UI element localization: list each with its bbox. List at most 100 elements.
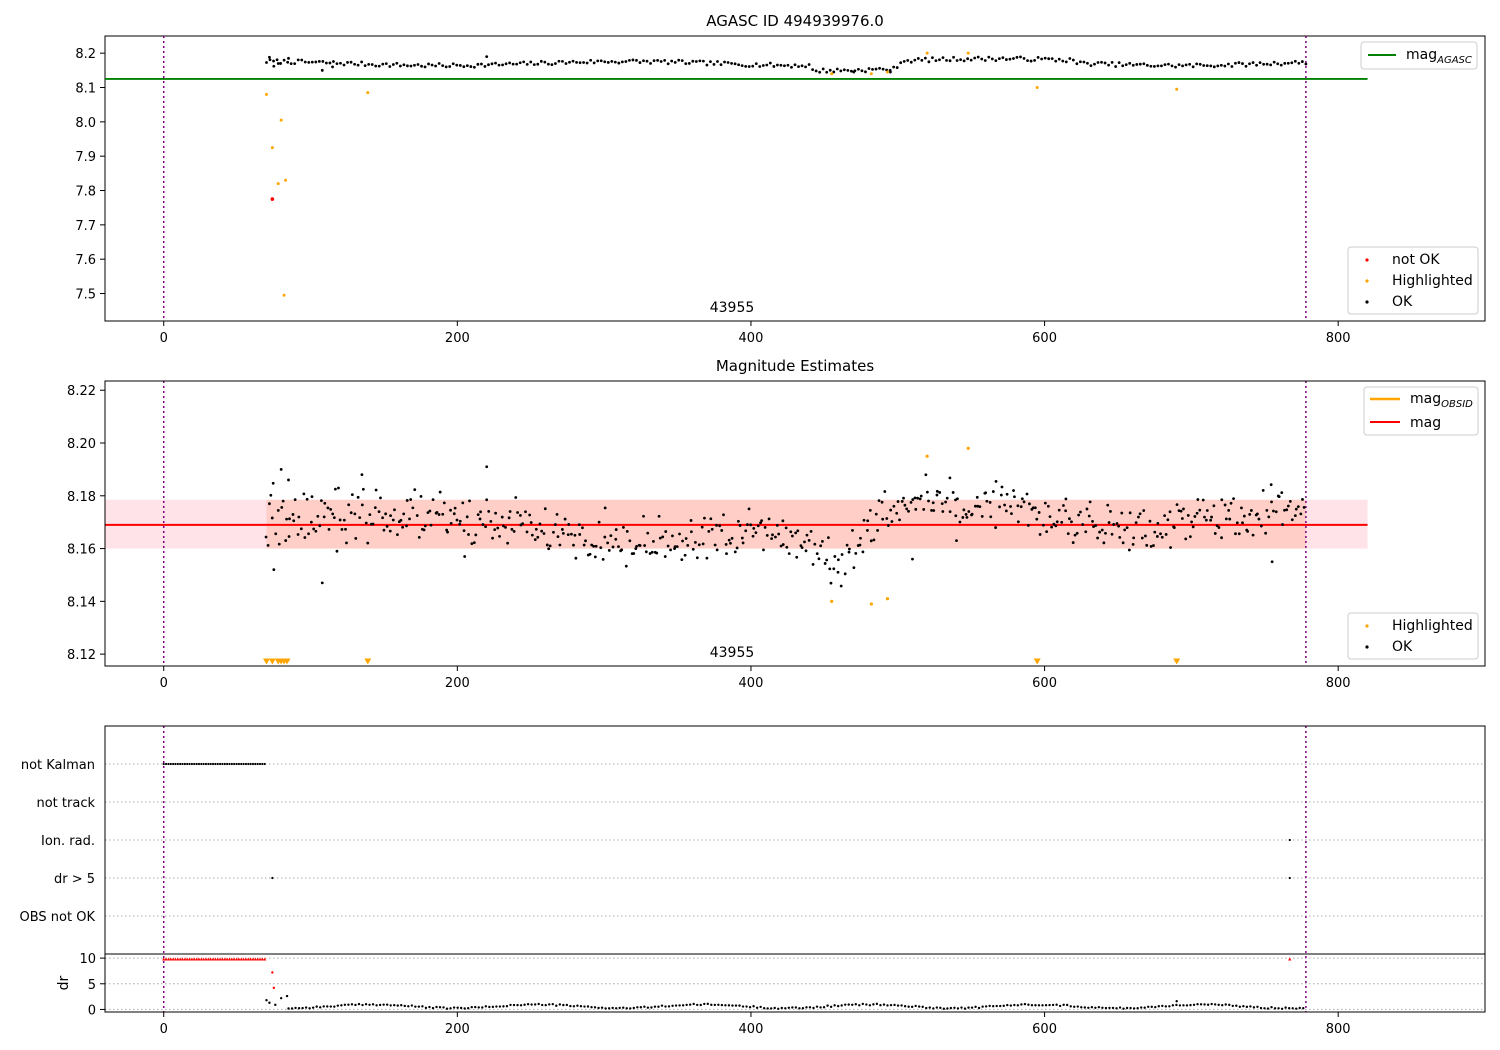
- ok-point: [279, 468, 283, 471]
- dr-point: [1238, 1005, 1242, 1008]
- ok-point: [1117, 61, 1121, 64]
- ok-point: [666, 62, 670, 66]
- dr-point: [393, 1003, 396, 1007]
- x-tick-label: 800: [1326, 1022, 1351, 1037]
- x-tick-label: 600: [1032, 676, 1057, 691]
- ok-point: [332, 516, 336, 520]
- dr-point: [762, 1006, 766, 1010]
- dr-point: [297, 1007, 301, 1010]
- ok-point: [266, 543, 270, 547]
- ok-point: [1012, 57, 1015, 60]
- ok-point: [1073, 533, 1077, 537]
- ok-point: [307, 532, 310, 536]
- dr-point: [442, 1006, 445, 1009]
- ok-point: [935, 493, 939, 497]
- dr-point: [375, 1004, 378, 1007]
- dr-point: [512, 1003, 516, 1007]
- dr-point: [868, 1004, 872, 1007]
- ok-point: [1285, 508, 1289, 512]
- panel1-line-legend: magAGASC: [1360, 41, 1478, 70]
- dr-point: [354, 1003, 357, 1007]
- ok-point: [761, 64, 765, 67]
- ok-point: [883, 490, 887, 493]
- dr-clipped-marker: [169, 957, 173, 961]
- ok-point: [476, 513, 480, 517]
- ok-point: [797, 65, 800, 68]
- ok-point: [784, 526, 788, 530]
- dr-point: [452, 1006, 456, 1009]
- ok-point: [684, 62, 688, 66]
- ok-point: [1091, 519, 1094, 523]
- ok-point: [800, 64, 804, 68]
- ok-point: [479, 510, 482, 514]
- dr-point: [812, 1006, 815, 1010]
- dr-point: [696, 1003, 699, 1007]
- ok-point: [416, 63, 420, 66]
- dr-point: [449, 1007, 452, 1010]
- ok-point: [1205, 64, 1209, 68]
- ok-point: [1241, 521, 1244, 525]
- ok-point: [584, 539, 587, 543]
- ok-point: [570, 532, 573, 536]
- dr-point: [755, 1006, 759, 1009]
- dr-clipped-marker: [241, 957, 246, 961]
- dr-point: [932, 1007, 935, 1010]
- ok-point: [384, 62, 388, 65]
- ok-point: [720, 529, 724, 532]
- ok-point: [1085, 507, 1089, 511]
- highlighted-point: [1035, 86, 1039, 90]
- x-tick-label: 0: [160, 1022, 168, 1037]
- ok-point: [924, 473, 928, 477]
- dr-clipped-marker: [183, 957, 187, 961]
- flag-not-kalman-point: [223, 762, 226, 766]
- flag-not-kalman-point: [251, 762, 255, 766]
- ok-point: [617, 545, 620, 549]
- ok-point: [1195, 62, 1199, 66]
- ok-point: [437, 513, 441, 516]
- ok-point: [1107, 521, 1111, 524]
- ok-point: [783, 64, 786, 68]
- x-tick-label: 200: [445, 676, 470, 691]
- panel1-axes: 0 200 400 600 800 7.5 7.6 7.7 7.8 7.9 8.0 8.1 8.2: [75, 47, 1350, 346]
- dr-point: [910, 1005, 914, 1009]
- ok-point: [578, 533, 582, 536]
- dr-point: [918, 1005, 921, 1008]
- ok-point: [777, 532, 781, 536]
- ok-point: [756, 524, 760, 528]
- ok-point: [622, 526, 625, 529]
- ok-point: [1153, 530, 1157, 534]
- dr-point: [741, 1005, 745, 1008]
- ok-point: [1025, 492, 1029, 496]
- ok-point: [650, 550, 654, 554]
- ok-point: [344, 527, 347, 531]
- dr-point: [1016, 1004, 1020, 1007]
- ok-point: [276, 509, 280, 512]
- ok-point: [545, 543, 549, 547]
- dr-point: [643, 1005, 646, 1008]
- ok-point: [664, 530, 668, 533]
- dr-point: [1125, 1006, 1129, 1010]
- ok-point: [441, 64, 445, 67]
- dr-clipped-marker: [251, 957, 255, 961]
- dr-point: [1037, 1004, 1041, 1007]
- ok-point: [382, 528, 386, 532]
- ok-point: [959, 58, 962, 62]
- ok-point: [1220, 498, 1224, 502]
- ok-point: [353, 512, 357, 516]
- ok-point: [716, 60, 719, 63]
- ok-point: [932, 509, 936, 512]
- dr-point: [1023, 1002, 1027, 1006]
- ok-point: [652, 539, 655, 543]
- ok-point: [1190, 520, 1193, 524]
- dr-point: [1295, 1007, 1298, 1010]
- dr-point: [731, 1004, 734, 1007]
- dr-point: [794, 1006, 798, 1009]
- ok-point: [374, 488, 378, 492]
- ok-point: [342, 518, 346, 522]
- ok-point: [1216, 64, 1220, 68]
- dr-point: [403, 1004, 406, 1008]
- ok-point: [1265, 62, 1269, 66]
- dr-point: [1224, 1003, 1227, 1006]
- dr-clipped-marker: [192, 957, 196, 961]
- ok-point: [911, 498, 915, 501]
